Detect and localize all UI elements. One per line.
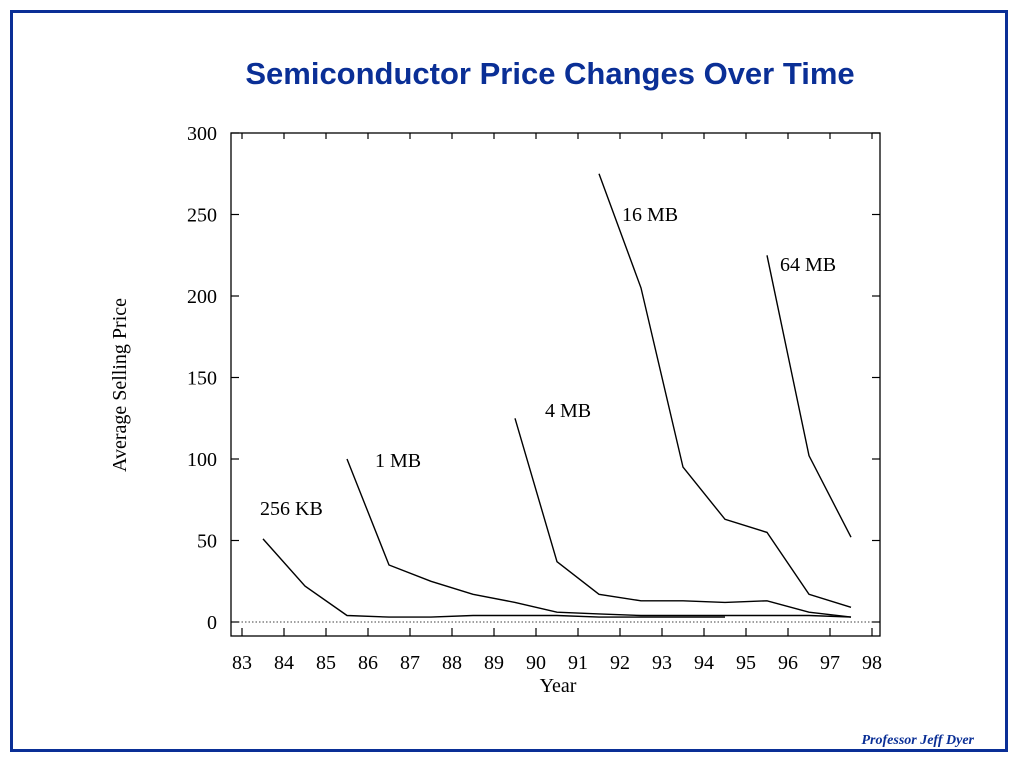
y-tick-label: 250	[187, 205, 217, 227]
x-tick-label: 90	[526, 652, 546, 674]
series-line-4-mb	[514, 418, 852, 618]
series-line-64-mb	[766, 255, 852, 538]
y-tick-label: 200	[187, 286, 217, 308]
x-tick-label: 86	[358, 652, 378, 674]
x-tick-label: 83	[232, 652, 252, 674]
y-tick-label: 50	[197, 531, 217, 553]
x-tick-label: 98	[862, 652, 882, 674]
x-tick-label: 97	[820, 652, 840, 674]
footer-author: Professor Jeff Dyer	[861, 733, 975, 748]
plot-frame	[230, 132, 881, 637]
x-tick-label: 94	[694, 652, 714, 674]
slide-title: Semiconductor Price Changes Over Time	[245, 56, 855, 91]
y-tick-label: 300	[187, 123, 217, 145]
y-axis-label: Average Selling Price	[109, 298, 131, 472]
series-label-1-mb: 1 MB	[375, 450, 421, 472]
series-label-4-mb: 4 MB	[545, 400, 591, 422]
x-tick-label: 84	[274, 652, 294, 674]
series-line-16-mb	[598, 173, 852, 608]
x-tick-label: 95	[736, 652, 756, 674]
x-tick-label: 89	[484, 652, 504, 674]
x-tick-label: 88	[442, 652, 462, 674]
slide-frame	[10, 10, 1008, 752]
x-tick-label: 91	[568, 652, 588, 674]
x-tick-label: 92	[610, 652, 630, 674]
x-tick-label: 85	[316, 652, 336, 674]
series-label-256-kb: 256 KB	[260, 498, 323, 520]
series-line-256-kb	[262, 538, 725, 618]
series-label-16-mb: 16 MB	[622, 204, 678, 226]
y-tick-label: 150	[187, 368, 217, 390]
x-tick-label: 87	[400, 652, 420, 674]
x-tick-label: 96	[778, 652, 798, 674]
y-tick-label: 0	[207, 612, 217, 634]
x-axis-label: Year	[540, 675, 577, 697]
series-line-1-mb	[346, 458, 852, 618]
x-tick-label: 93	[652, 652, 672, 674]
y-tick-label: 100	[187, 449, 217, 471]
series-label-64-mb: 64 MB	[780, 254, 836, 276]
